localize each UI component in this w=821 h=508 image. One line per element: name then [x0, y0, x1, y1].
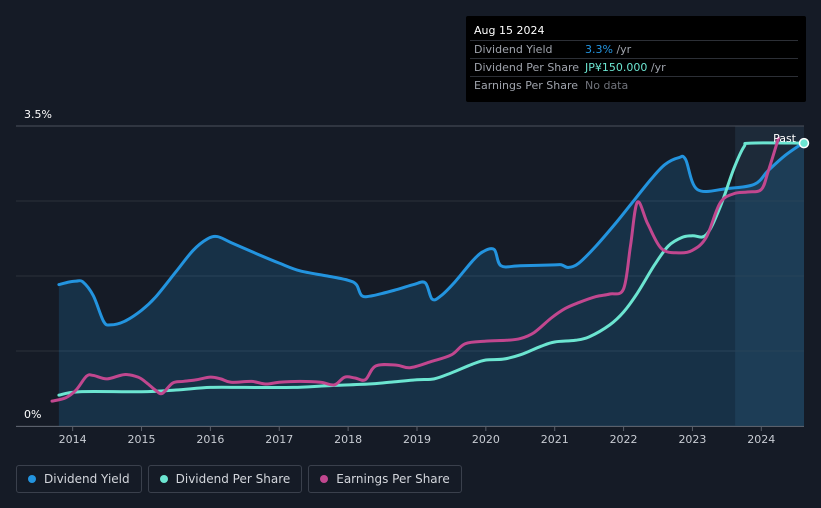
- tooltip-label: Earnings Per Share: [474, 79, 579, 92]
- tooltip-unit: /yr: [647, 61, 666, 74]
- x-axis: 2014 2015 2016 2017 2018 2019 2020 2021 2022 2023…: [59, 426, 775, 446]
- legend: Dividend Yield Dividend Per Share Earnin…: [16, 465, 462, 493]
- dividend-per-share-line: [57, 141, 806, 397]
- tooltip-row-dividend-per-share: Dividend Per Share JP¥150.000 /yr: [470, 58, 798, 76]
- past-label: Past: [773, 132, 797, 145]
- tooltip-row-earnings-per-share: Earnings Per Share No data: [470, 76, 798, 94]
- dividend-yield-dot-icon: [28, 475, 36, 483]
- tooltip-row-dividend-yield: Dividend Yield 3.3% /yr: [470, 40, 798, 58]
- legend-item-earnings-per-share[interactable]: Earnings Per Share: [308, 465, 462, 493]
- x-tick-label: 2017: [265, 433, 293, 446]
- tooltip-value: No data: [585, 79, 629, 92]
- x-tick-label: 2022: [610, 433, 638, 446]
- x-tick-label: 2023: [678, 433, 706, 446]
- tooltip-value: 3.3%: [585, 43, 613, 56]
- x-tick-label: 2016: [196, 433, 224, 446]
- dividend-yield-area: [58, 142, 804, 427]
- y-tick-label: 0%: [24, 408, 41, 421]
- tooltip-unit: /yr: [612, 43, 632, 56]
- x-tick-label: 2019: [403, 433, 431, 446]
- earnings-per-share-line: [50, 136, 781, 403]
- tooltip: Aug 15 2024 Dividend Yield 3.3% /yr Divi…: [466, 16, 806, 102]
- x-tick-label: 2015: [128, 433, 156, 446]
- x-tick-label: 2014: [59, 433, 87, 446]
- tooltip-label: Dividend Per Share: [474, 61, 580, 74]
- earnings-per-share-dot-icon: [320, 475, 329, 483]
- y-axis: 0% 3.5%: [24, 108, 52, 421]
- legend-label: Dividend Per Share: [175, 472, 291, 486]
- legend-item-dividend-per-share[interactable]: Dividend Per Share: [147, 465, 303, 493]
- tooltip-date: Aug 15 2024: [474, 24, 545, 37]
- y-tick-label: 3.5%: [24, 108, 52, 121]
- dividend-per-share-dot-icon: [159, 475, 168, 483]
- x-tick-label: 2020: [472, 433, 500, 446]
- gridlines: [16, 125, 804, 427]
- legend-label: Dividend Yield: [44, 472, 130, 486]
- legend-item-dividend-yield[interactable]: Dividend Yield: [16, 465, 142, 493]
- x-tick-label: 2021: [541, 433, 569, 446]
- legend-label: Earnings Per Share: [336, 472, 450, 486]
- x-tick-label: 2024: [747, 433, 775, 446]
- dividend-yield-line: [57, 140, 806, 327]
- latest-point-marker: [798, 137, 810, 149]
- tooltip-value: JP¥150.000: [585, 61, 648, 74]
- tooltip-label: Dividend Yield: [474, 43, 553, 56]
- x-tick-label: 2018: [334, 433, 362, 446]
